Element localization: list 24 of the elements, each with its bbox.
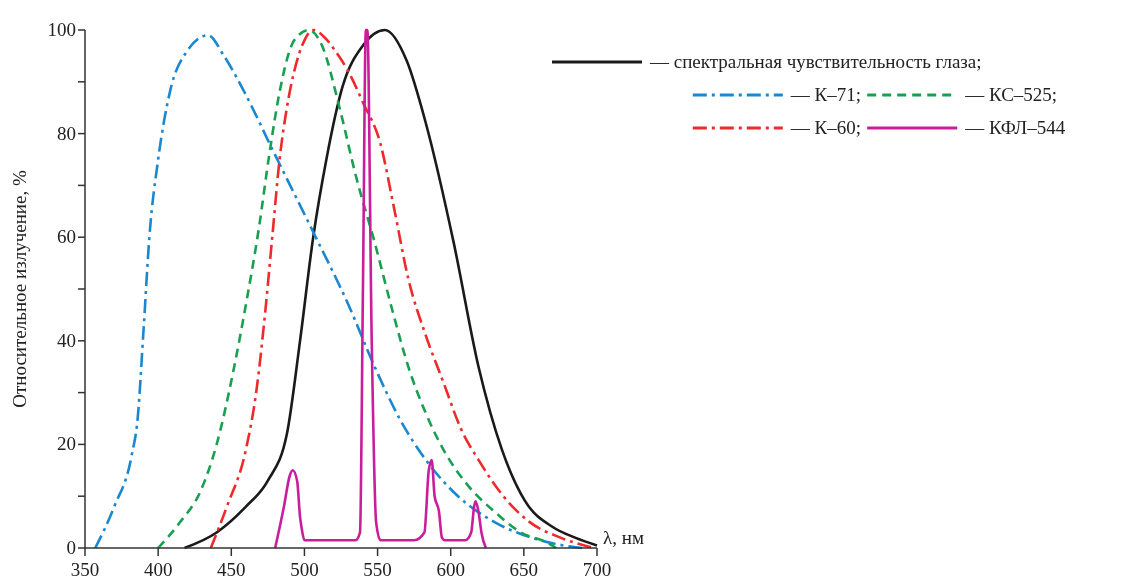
x-tick-label: 700 bbox=[582, 559, 612, 580]
y-tick-label: 0 bbox=[66, 537, 76, 558]
x-tick-label: 500 bbox=[290, 559, 319, 580]
legend-label: — К–60; bbox=[789, 117, 861, 138]
legend-label: — спектральная чувствительность глаза; bbox=[649, 51, 982, 72]
x-axis-title: λ, нм bbox=[603, 527, 644, 548]
line-series bbox=[93, 33, 584, 550]
line-series bbox=[273, 28, 488, 550]
y-tick-label: 20 bbox=[57, 433, 76, 455]
y-tick-label: 60 bbox=[57, 226, 76, 248]
line-series bbox=[156, 28, 558, 550]
x-tick-label: 400 bbox=[143, 559, 173, 580]
y-tick-label: 80 bbox=[57, 122, 76, 144]
y-tick-label: 100 bbox=[47, 19, 76, 40]
x-tick-label: 450 bbox=[217, 559, 246, 580]
legend-label: — КФЛ–544 bbox=[964, 117, 1066, 138]
x-tick-label: 650 bbox=[509, 559, 539, 580]
y-tick-label: 40 bbox=[57, 329, 76, 351]
x-tick-label: 350 bbox=[70, 559, 100, 580]
y-axis-title: Относительное излучение, % bbox=[9, 170, 30, 408]
x-tick-label: 550 bbox=[363, 559, 392, 580]
x-tick-label: 600 bbox=[436, 559, 465, 580]
legend-label: — К–71; bbox=[789, 84, 861, 105]
legend-label: — КС–525; bbox=[964, 84, 1058, 105]
